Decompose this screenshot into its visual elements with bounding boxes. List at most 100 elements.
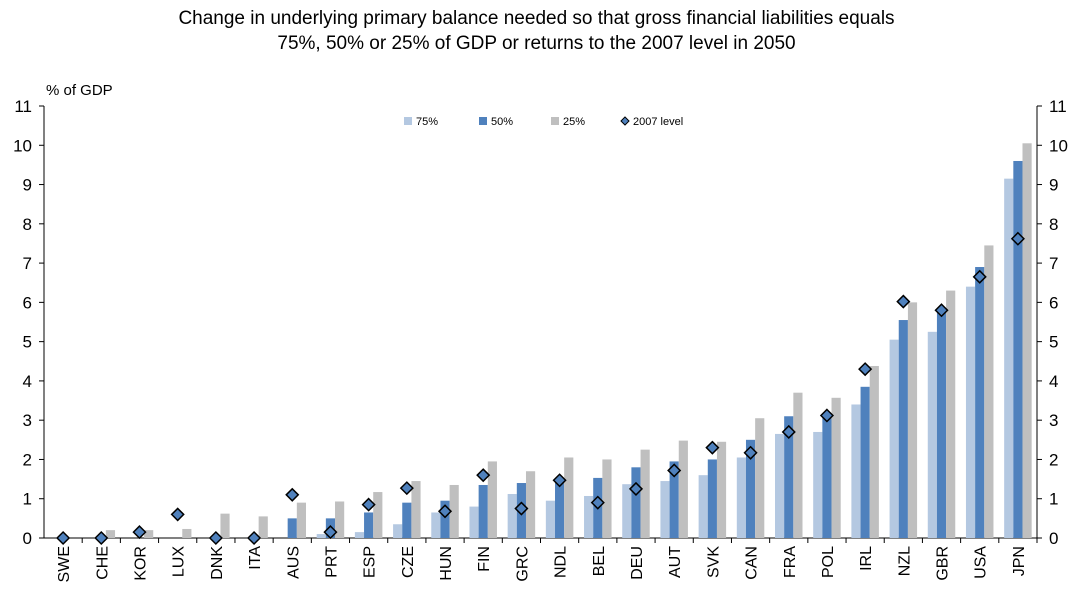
y-tick-label-left: 11 <box>14 97 32 116</box>
bar-fin-50pct <box>478 484 488 538</box>
marker-2007-pol <box>819 408 835 423</box>
legend-swatch-2007-level <box>620 116 630 126</box>
marker-2007-can <box>743 445 758 460</box>
y-tick-label-right: 7 <box>1049 254 1058 273</box>
bar-bel-25pct <box>602 459 612 538</box>
bar-aut-25pct <box>678 440 688 538</box>
y-tick-label-left: 7 <box>23 254 32 273</box>
x-tick-label-lux: LUX <box>171 546 188 577</box>
y-tick-label-right: 8 <box>1049 215 1058 234</box>
legend-label: 50% <box>491 116 513 128</box>
bar-svk-50pct <box>707 459 717 538</box>
marker-2007-prt <box>323 525 338 540</box>
bar-hun-75pct <box>431 512 441 538</box>
marker-2007-jpn <box>1010 231 1025 246</box>
x-tick-label-fin: FIN <box>476 546 493 572</box>
y-axis-label: % of GDP <box>46 82 113 99</box>
bar-ita-25pct <box>258 516 268 538</box>
bar-can-75pct <box>736 457 746 538</box>
legend-swatch-75pct <box>404 117 412 125</box>
x-tick-label-pol: POL <box>820 546 837 578</box>
bar-hun-25pct <box>449 484 459 538</box>
bar-deu-50pct <box>631 467 641 538</box>
bar-fin-25pct <box>487 461 497 538</box>
y-tick-label-left: 5 <box>23 333 32 352</box>
marker-2007-bel <box>590 495 605 510</box>
marker-2007-svk <box>705 440 720 455</box>
y-tick-label-left: 3 <box>23 411 32 430</box>
marker-2007-gbr <box>934 303 949 318</box>
bar-grc-75pct <box>507 494 517 538</box>
x-tick-label-nzl: NZL <box>896 546 913 576</box>
x-tick-label-usa: USA <box>973 546 990 579</box>
marker-2007-esp <box>361 497 376 512</box>
marker-2007-ita <box>246 530 262 546</box>
marker-2007-kor <box>132 525 147 540</box>
marker-2007-deu <box>628 481 644 496</box>
marker-2007-irl <box>858 362 873 377</box>
marker-2007-aus <box>285 487 300 502</box>
bar-jpn-25pct <box>1022 143 1032 539</box>
marker-2007-lux <box>170 507 185 522</box>
marker-2007-cze <box>399 481 414 496</box>
y-tick-label-right: 1 <box>1049 490 1058 509</box>
marker-2007-hun <box>437 504 453 519</box>
chart-title-line-1: Change in underlying primary balance nee… <box>178 8 895 29</box>
bar-nzl-50pct <box>898 320 908 538</box>
x-tick-label-hun: HUN <box>438 546 455 581</box>
y-tick-label-right: 9 <box>1049 176 1058 195</box>
bar-usa-75pct <box>965 286 976 538</box>
x-tick-label-ita: ITA <box>247 546 264 570</box>
marker-2007-aut <box>667 463 682 478</box>
bar-prt-25pct <box>335 501 345 538</box>
bar-svk-75pct <box>698 475 708 538</box>
legend-label: 2007 level <box>633 116 683 128</box>
x-tick-label-aus: AUS <box>285 546 302 579</box>
y-tick-label-right: 5 <box>1049 333 1058 352</box>
bar-pol-50pct <box>822 416 832 538</box>
y-tick-label-right: 2 <box>1049 450 1058 469</box>
bar-cze-50pct <box>402 502 412 538</box>
bar-ndl-75pct <box>545 500 556 538</box>
bar-kor-25pct <box>144 530 154 538</box>
bar-gbr-75pct <box>927 331 937 538</box>
marker-2007-nzl <box>896 294 911 309</box>
y-tick-label-right: 3 <box>1049 411 1058 430</box>
y-tick-label-left: 6 <box>23 293 32 312</box>
bar-usa-50pct <box>975 267 985 538</box>
bar-deu-25pct <box>640 449 650 538</box>
y-tick-label-left: 10 <box>13 136 32 155</box>
y-tick-label-right: 11 <box>1049 97 1067 116</box>
bar-nzl-75pct <box>889 339 899 538</box>
marker-2007-dnk <box>208 530 223 546</box>
y-tick-label-left: 8 <box>23 215 32 234</box>
bar-che-25pct <box>105 530 116 538</box>
bar-irl-75pct <box>851 404 861 538</box>
x-tick-label-bel: BEL <box>591 546 608 576</box>
y-tick-label-left: 0 <box>23 529 32 548</box>
bar-can-50pct <box>745 439 756 538</box>
x-tick-label-dnk: DNK <box>209 546 226 580</box>
bar-irl-50pct <box>860 386 870 538</box>
bar-jpn-50pct <box>1013 160 1023 538</box>
x-tick-label-aut: AUT <box>667 546 684 578</box>
y-tick-label-right: 0 <box>1049 529 1058 548</box>
bar-gbr-50pct <box>936 308 947 538</box>
bar-nzl-25pct <box>907 302 918 538</box>
bar-grc-25pct <box>525 471 536 538</box>
y-tick-label-right: 10 <box>1049 136 1068 155</box>
bar-ndl-50pct <box>555 481 565 538</box>
bar-aut-50pct <box>669 461 679 538</box>
bar-esp-25pct <box>373 492 383 538</box>
bar-fra-75pct <box>775 433 785 538</box>
bar-gbr-25pct <box>946 290 956 538</box>
bar-pol-25pct <box>831 397 841 538</box>
y-tick-label-left: 9 <box>23 176 32 195</box>
marker-2007-usa <box>972 269 987 284</box>
bar-esp-75pct <box>354 532 365 538</box>
bar-fra-50pct <box>784 416 794 538</box>
bar-jpn-75pct <box>1004 178 1014 538</box>
x-tick-label-swe: SWE <box>56 546 73 582</box>
x-tick-label-can: CAN <box>744 546 761 580</box>
